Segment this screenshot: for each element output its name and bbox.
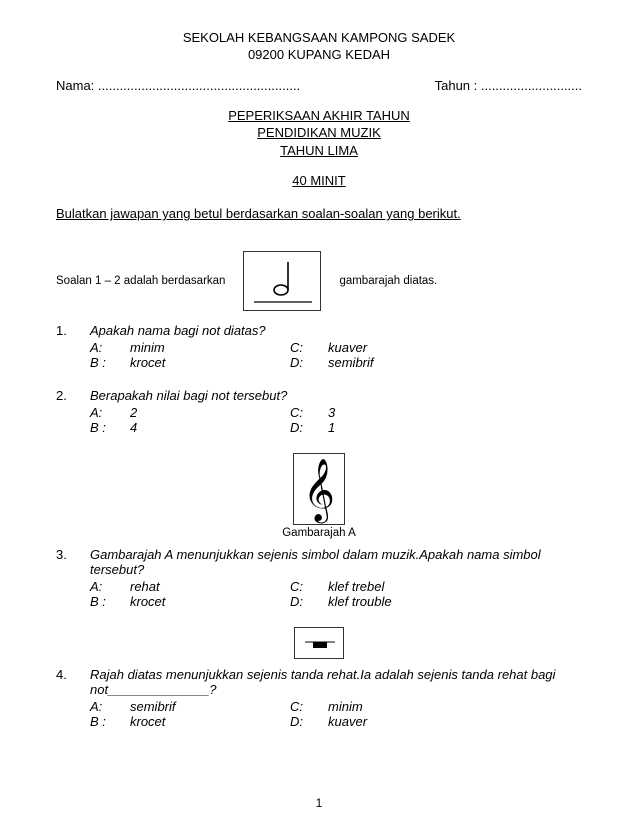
- ref1-after: gambarajah diatas.: [339, 275, 437, 287]
- ref1-before: Soalan 1 – 2 adalah berdasarkan: [56, 275, 225, 287]
- q1-number: 1.: [56, 323, 90, 370]
- question-2: 2. Berapakah nilai bagi not tersebut? A:…: [56, 388, 582, 435]
- q1-option-b: B :krocet: [90, 355, 290, 370]
- q1-option-d: D:semibrif: [290, 355, 490, 370]
- q2-option-d: D:1: [290, 420, 490, 435]
- question-3: 3. Gambarajah A menunjukkan sejenis simb…: [56, 547, 582, 609]
- q2-number: 2.: [56, 388, 90, 435]
- reference-line-1: Soalan 1 – 2 adalah berdasarkan gambaraj…: [56, 251, 582, 311]
- q3-option-b: B :krocet: [90, 594, 290, 609]
- name-year-row: Nama: ..................................…: [56, 78, 582, 93]
- exam-title: PEPERIKSAAN AKHIR TAHUN PENDIDIKAN MUZIK…: [56, 107, 582, 160]
- name-field-label: Nama: ..................................…: [56, 78, 300, 93]
- q4-option-c: C:minim: [290, 699, 490, 714]
- q1-option-c: C:kuaver: [290, 340, 490, 355]
- q3-option-d: D:klef trouble: [290, 594, 490, 609]
- exam-line3: TAHUN LIMA: [56, 142, 582, 160]
- exam-line1: PEPERIKSAAN AKHIR TAHUN: [56, 107, 582, 125]
- school-address: 09200 KUPANG KEDAH: [56, 47, 582, 64]
- q2-option-b: B :4: [90, 420, 290, 435]
- instruction-text: Bulatkan jawapan yang betul berdasarkan …: [56, 206, 582, 221]
- q3-text: Gambarajah A menunjukkan sejenis simbol …: [90, 547, 582, 577]
- question-1: 1. Apakah nama bagi not diatas? A:minim …: [56, 323, 582, 370]
- q4-number: 4.: [56, 667, 90, 729]
- q2-option-c: C:3: [290, 405, 490, 420]
- q2-text: Berapakah nilai bagi not tersebut?: [90, 388, 582, 403]
- q3-option-a: A:rehat: [90, 579, 290, 594]
- diagram-a-caption: Gambarajah A: [56, 527, 582, 539]
- q1-option-a: A:minim: [90, 340, 290, 355]
- diagram-a-wrap: 𝄞 Gambarajah A: [56, 453, 582, 539]
- school-header: SEKOLAH KEBANGSAAN KAMPONG SADEK 09200 K…: [56, 30, 582, 64]
- q4-option-d: D:kuaver: [290, 714, 490, 729]
- q3-number: 3.: [56, 547, 90, 609]
- q4-text: Rajah diatas menunjukkan sejenis tanda r…: [90, 667, 582, 697]
- exam-line2: PENDIDIKAN MUZIK: [56, 124, 582, 142]
- treble-clef-diagram: 𝄞: [293, 453, 345, 525]
- question-4: 4. Rajah diatas menunjukkan sejenis tand…: [56, 667, 582, 729]
- page-number: 1: [0, 796, 638, 810]
- exam-duration: 40 MINIT: [56, 173, 582, 188]
- rest-diagram-wrap: [56, 627, 582, 659]
- q1-text: Apakah nama bagi not diatas?: [90, 323, 582, 338]
- half-note-diagram: [243, 251, 321, 311]
- q4-option-b: B :krocet: [90, 714, 290, 729]
- school-name: SEKOLAH KEBANGSAAN KAMPONG SADEK: [56, 30, 582, 47]
- q4-option-a: A:semibrif: [90, 699, 290, 714]
- q2-option-a: A:2: [90, 405, 290, 420]
- rest-diagram: [294, 627, 344, 659]
- q3-option-c: C:klef trebel: [290, 579, 490, 594]
- year-field-label: Tahun : ............................: [435, 78, 582, 93]
